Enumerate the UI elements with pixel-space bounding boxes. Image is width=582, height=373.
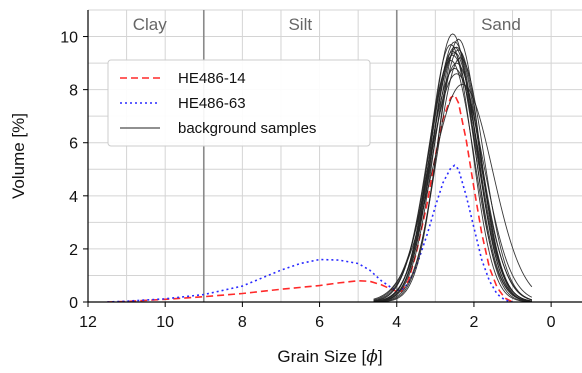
y-axis-label: Volume [%]: [9, 113, 28, 199]
background-sample-line: [373, 49, 532, 302]
background-samples-group: [373, 33, 533, 302]
tick-labels: 12 10 8 6 4 2 0 0 2 4 6 8 10: [60, 30, 555, 331]
region-label-silt: Silt: [288, 15, 312, 34]
background-sample-line: [373, 43, 532, 302]
x-tick-label: 10: [156, 314, 174, 331]
x-tick-label: 0: [547, 314, 556, 331]
x-tick-label: 4: [392, 314, 401, 331]
region-boundaries: Clay Silt Sand: [133, 10, 521, 302]
grid: [87, 9, 582, 302]
background-sample-line: [373, 67, 532, 301]
legend-label: background samples: [178, 120, 316, 137]
x-tick-label: 6: [315, 314, 324, 331]
x-tick-label: 12: [79, 314, 97, 331]
legend-label: HE486-63: [178, 95, 246, 112]
legend-label: HE486-14: [178, 70, 246, 87]
x-tick-label: 8: [238, 314, 247, 331]
axis-labels: Volume [%] Grain Size [ϕ]: [9, 113, 383, 367]
region-label-clay: Clay: [133, 15, 168, 34]
y-tick-label: 2: [69, 242, 78, 259]
series-layer: [107, 33, 533, 302]
y-tick-label: 10: [60, 30, 78, 47]
series-line-he486-63: [107, 164, 513, 302]
x-tick-label: 2: [469, 314, 478, 331]
legend: HE486-14 HE486-63 background samples: [107, 59, 371, 147]
y-tick-label: 6: [69, 136, 78, 153]
region-label-sand: Sand: [481, 15, 521, 34]
background-sample-line: [373, 57, 532, 302]
y-tick-label: 8: [69, 83, 78, 100]
background-sample-line: [373, 50, 532, 302]
legend-box: [107, 59, 371, 147]
y-tick-label: 0: [69, 295, 78, 312]
background-sample-line: [373, 38, 532, 302]
x-axis-label: Grain Size [ϕ]: [277, 347, 382, 367]
y-tick-label: 4: [69, 189, 78, 206]
background-sample-line: [373, 83, 533, 300]
axes: [83, 10, 582, 307]
